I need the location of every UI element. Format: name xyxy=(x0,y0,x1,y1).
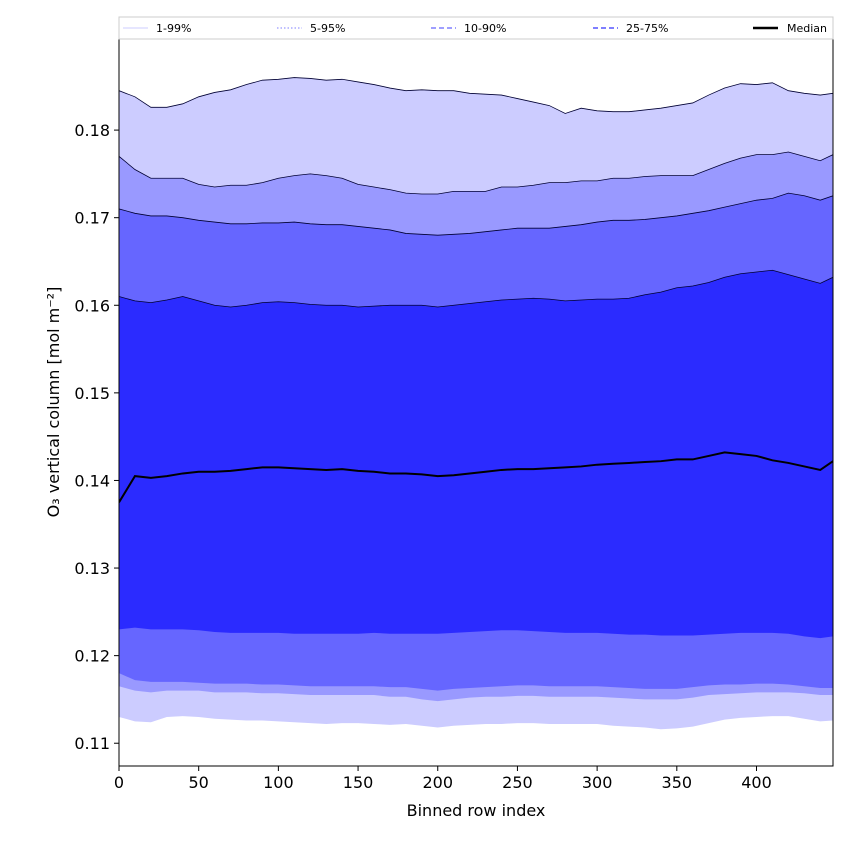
band-upper-edge-4 xyxy=(119,269,833,308)
x-tick-label: 350 xyxy=(662,773,693,792)
band-upper-edge-2 xyxy=(119,151,833,195)
y-tick-label: 0.15 xyxy=(74,384,110,403)
x-axis: 0 50 100 150 200 250 300 350 400 xyxy=(114,766,772,792)
x-tick-label: 200 xyxy=(422,773,453,792)
x-tick-label: 0 xyxy=(114,773,124,792)
band-upper-edge-1 xyxy=(119,77,833,114)
y-tick-label: 0.12 xyxy=(74,647,110,666)
legend-box xyxy=(118,16,834,40)
median-layer xyxy=(119,451,833,503)
y-tick-label: 0.17 xyxy=(74,209,110,228)
x-tick-label: 300 xyxy=(582,773,613,792)
legend-label-3: 10-90% xyxy=(464,22,506,35)
band-area-4 xyxy=(119,270,833,639)
legend: 1-99% 5-95% 10-90% 25-75% Median xyxy=(118,16,834,40)
legend-label-5: Median xyxy=(787,22,827,35)
x-tick-label: 400 xyxy=(741,773,772,792)
y-tick-label: 0.18 xyxy=(74,121,110,140)
x-axis-label: Binned row index xyxy=(407,801,546,820)
y-axis-label: O₃ vertical column [mol m⁻²] xyxy=(44,287,63,518)
y-axis: 0.11 0.12 0.13 0.14 0.15 0.16 0.17 0.18 xyxy=(74,121,119,753)
x-tick-label: 150 xyxy=(343,773,374,792)
legend-label-4: 25-75% xyxy=(626,22,668,35)
legend-label-1: 1-99% xyxy=(156,22,191,35)
y-tick-label: 0.11 xyxy=(74,734,110,753)
x-tick-label: 50 xyxy=(189,773,209,792)
y-tick-label: 0.14 xyxy=(74,471,110,490)
median-line xyxy=(119,451,833,503)
x-tick-label: 250 xyxy=(502,773,533,792)
x-tick-label: 100 xyxy=(263,773,294,792)
y-tick-label: 0.16 xyxy=(74,296,110,315)
band-upper-edge-3 xyxy=(119,192,833,236)
y-tick-label: 0.13 xyxy=(74,559,110,578)
bands-layer xyxy=(119,77,833,730)
legend-label-2: 5-95% xyxy=(310,22,345,35)
